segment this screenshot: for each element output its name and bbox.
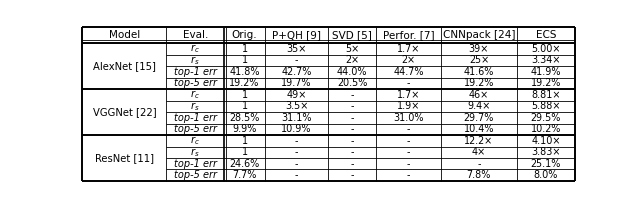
Text: -: - <box>295 55 298 66</box>
Text: 1: 1 <box>241 55 248 66</box>
Text: 25.1%: 25.1% <box>531 159 561 169</box>
Text: 9.9%: 9.9% <box>232 124 257 134</box>
Text: 10.2%: 10.2% <box>531 124 561 134</box>
Text: 44.7%: 44.7% <box>394 67 424 77</box>
Text: 1.7×: 1.7× <box>397 90 420 100</box>
Text: 19.2%: 19.2% <box>229 78 260 88</box>
Text: $r_c$: $r_c$ <box>190 89 200 101</box>
Text: 1.9×: 1.9× <box>397 101 420 111</box>
Text: AlexNet [15]: AlexNet [15] <box>93 61 156 71</box>
Text: top-1 err: top-1 err <box>174 67 217 77</box>
Text: 31.0%: 31.0% <box>394 113 424 123</box>
Text: 7.8%: 7.8% <box>467 170 491 180</box>
Text: 42.7%: 42.7% <box>282 67 312 77</box>
Text: Orig.: Orig. <box>232 30 257 40</box>
Text: 35×: 35× <box>286 44 307 54</box>
Text: top-5 err: top-5 err <box>174 124 217 134</box>
Text: 1: 1 <box>241 101 248 111</box>
Text: 10.4%: 10.4% <box>464 124 494 134</box>
Text: VGGNet [22]: VGGNet [22] <box>93 107 156 117</box>
Text: P+QH [9]: P+QH [9] <box>272 30 321 40</box>
Text: 7.7%: 7.7% <box>232 170 257 180</box>
Text: 28.5%: 28.5% <box>229 113 260 123</box>
Text: -: - <box>407 124 410 134</box>
Text: 5.00×: 5.00× <box>531 44 561 54</box>
Text: 29.7%: 29.7% <box>464 113 494 123</box>
Text: 25×: 25× <box>469 55 489 66</box>
Text: 1: 1 <box>241 147 248 157</box>
Text: 19.2%: 19.2% <box>464 78 494 88</box>
Text: -: - <box>407 170 410 180</box>
Text: -: - <box>351 90 354 100</box>
Text: $r_c$: $r_c$ <box>190 134 200 147</box>
Text: -: - <box>351 136 354 146</box>
Text: 2×: 2× <box>402 55 416 66</box>
Text: -: - <box>351 113 354 123</box>
Text: -: - <box>351 101 354 111</box>
Text: 5×: 5× <box>345 44 360 54</box>
Text: 3.5×: 3.5× <box>285 101 308 111</box>
Text: 4.10×: 4.10× <box>531 136 561 146</box>
Text: 5.88×: 5.88× <box>531 101 561 111</box>
Text: -: - <box>351 147 354 157</box>
Text: 3.34×: 3.34× <box>531 55 561 66</box>
Text: -: - <box>295 170 298 180</box>
Text: 46×: 46× <box>469 90 489 100</box>
Text: Perfor. [7]: Perfor. [7] <box>383 30 435 40</box>
Text: 1.7×: 1.7× <box>397 44 420 54</box>
Text: -: - <box>407 78 410 88</box>
Text: 41.9%: 41.9% <box>531 67 561 77</box>
Text: -: - <box>295 147 298 157</box>
Text: 12.2×: 12.2× <box>465 136 493 146</box>
Text: -: - <box>295 136 298 146</box>
Text: 4×: 4× <box>472 147 486 157</box>
Text: 1: 1 <box>241 136 248 146</box>
Text: $r_s$: $r_s$ <box>191 54 200 67</box>
Text: 2×: 2× <box>345 55 359 66</box>
Text: CNNpack [24]: CNNpack [24] <box>443 30 515 40</box>
Text: -: - <box>351 170 354 180</box>
Text: 20.5%: 20.5% <box>337 78 367 88</box>
Text: SVD [5]: SVD [5] <box>332 30 372 40</box>
Text: 41.8%: 41.8% <box>229 67 260 77</box>
Text: 31.1%: 31.1% <box>281 113 312 123</box>
Text: -: - <box>295 159 298 169</box>
Text: -: - <box>351 124 354 134</box>
Text: 8.81×: 8.81× <box>531 90 561 100</box>
Text: 19.2%: 19.2% <box>531 78 561 88</box>
Text: 19.7%: 19.7% <box>281 78 312 88</box>
Text: Eval.: Eval. <box>182 30 208 40</box>
Text: -: - <box>407 159 410 169</box>
Text: ECS: ECS <box>536 30 556 40</box>
Text: $r_s$: $r_s$ <box>191 146 200 159</box>
Text: top-1 err: top-1 err <box>174 113 217 123</box>
Text: -: - <box>477 159 481 169</box>
Text: 41.6%: 41.6% <box>464 67 494 77</box>
Text: top-5 err: top-5 err <box>174 78 217 88</box>
Text: 44.0%: 44.0% <box>337 67 367 77</box>
Text: -: - <box>351 159 354 169</box>
Text: 1: 1 <box>241 44 248 54</box>
Text: 8.0%: 8.0% <box>534 170 558 180</box>
Text: $r_c$: $r_c$ <box>190 43 200 55</box>
Text: 3.83×: 3.83× <box>531 147 561 157</box>
Text: top-5 err: top-5 err <box>174 170 217 180</box>
Text: -: - <box>407 136 410 146</box>
Text: ResNet [11]: ResNet [11] <box>95 153 154 163</box>
Text: 1: 1 <box>241 90 248 100</box>
Text: 10.9%: 10.9% <box>281 124 312 134</box>
Text: 49×: 49× <box>286 90 307 100</box>
Text: Model: Model <box>109 30 140 40</box>
Text: 24.6%: 24.6% <box>230 159 260 169</box>
Text: -: - <box>407 147 410 157</box>
Text: 9.4×: 9.4× <box>467 101 491 111</box>
Text: 39×: 39× <box>468 44 489 54</box>
Text: $r_s$: $r_s$ <box>191 100 200 113</box>
Text: 29.5%: 29.5% <box>531 113 561 123</box>
Text: top-1 err: top-1 err <box>174 159 217 169</box>
